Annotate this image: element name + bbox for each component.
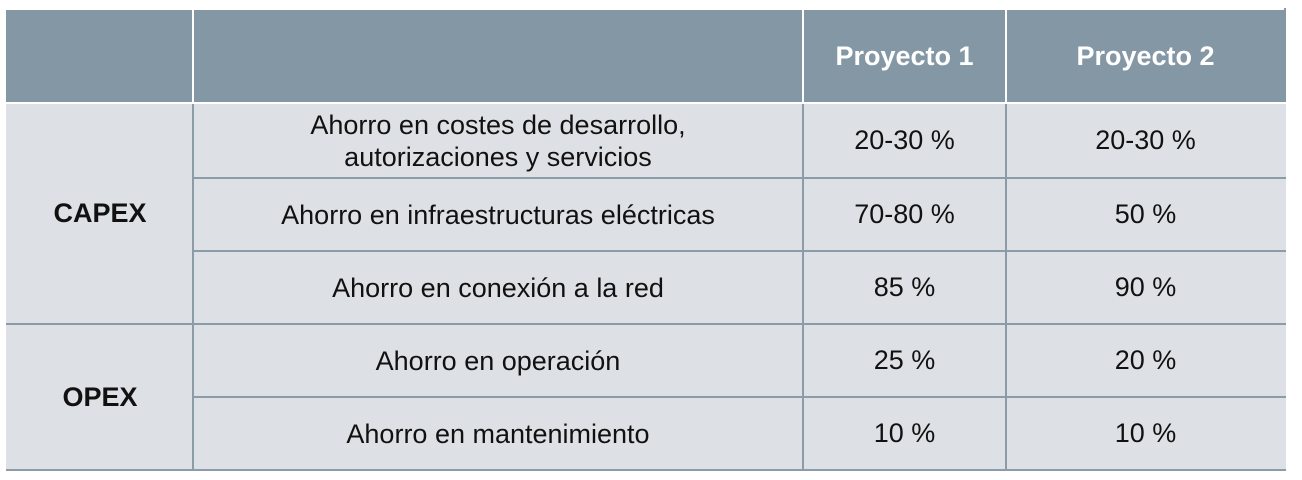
savings-table: Proyecto 1 Proyecto 2 CAPEX Ahorro en co… [6, 8, 1286, 471]
table-row: Ahorro en mantenimiento 10 % 10 % [7, 396, 1286, 471]
project-2-value: 50 % [1005, 177, 1286, 252]
table-row: OPEX Ahorro en operación 25 % 20 % [6, 323, 1286, 471]
table-header: Proyecto 1 Proyecto 2 [6, 8, 1286, 104]
concept-cell: Ahorro en conexión a la red [192, 250, 804, 325]
project-2-value: 20 % [1005, 323, 1286, 398]
group-label-capex: CAPEX [6, 102, 194, 325]
project-1-value: 85 % [802, 250, 1007, 325]
header-group-cell [6, 8, 194, 104]
concept-cell: Ahorro en mantenimiento [192, 396, 804, 471]
project-2-value: 10 % [1005, 396, 1286, 471]
header-row: Proyecto 1 Proyecto 2 [6, 8, 1286, 104]
project-1-value: 25 % [802, 323, 1007, 398]
header-concept-cell [192, 8, 804, 104]
header-project-2: Proyecto 2 [1005, 8, 1286, 104]
concept-cell: Ahorro en costes de desarrollo, autoriza… [192, 102, 804, 179]
table-row: Ahorro en conexión a la red 85 % 90 % [7, 250, 1286, 325]
concept-cell: Ahorro en operación [192, 323, 804, 398]
project-2-value: 20-30 % [1005, 102, 1286, 179]
project-1-value: 70-80 % [802, 177, 1007, 252]
header-project-1: Proyecto 1 [802, 8, 1007, 104]
project-2-value: 90 % [1005, 250, 1286, 325]
concept-cell: Ahorro en infraestructuras eléctricas [192, 177, 804, 252]
table-body: CAPEX Ahorro en costes de desarrollo, au… [6, 102, 1286, 471]
group-label-opex: OPEX [6, 323, 194, 471]
project-1-value: 20-30 % [802, 102, 1007, 179]
table-row: CAPEX Ahorro en costes de desarrollo, au… [6, 102, 1286, 325]
project-1-value: 10 % [802, 396, 1007, 471]
table-row: Ahorro en infraestructuras eléctricas 70… [7, 177, 1286, 252]
